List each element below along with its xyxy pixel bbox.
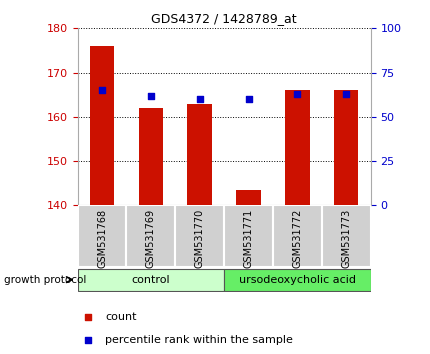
Text: GDS4372 / 1428789_at: GDS4372 / 1428789_at: [151, 12, 296, 25]
Text: GSM531769: GSM531769: [145, 209, 156, 268]
Bar: [333, 90, 358, 205]
Point: [293, 91, 300, 97]
Point: [196, 96, 203, 102]
Bar: [272, 205, 321, 267]
Point: [340, 23, 347, 29]
Bar: [175, 205, 224, 267]
Point: [147, 93, 154, 98]
Text: control: control: [131, 275, 170, 285]
Text: GSM531773: GSM531773: [341, 209, 350, 268]
Bar: [224, 205, 272, 267]
Bar: [77, 205, 126, 267]
Text: growth protocol: growth protocol: [4, 275, 86, 285]
Bar: [138, 108, 163, 205]
Bar: [89, 46, 114, 205]
Text: percentile rank within the sample: percentile rank within the sample: [105, 335, 292, 346]
Bar: [126, 205, 175, 267]
Bar: [321, 205, 370, 267]
Text: count: count: [105, 312, 136, 322]
Bar: [236, 190, 260, 205]
Text: ursodeoxycholic acid: ursodeoxycholic acid: [238, 275, 355, 285]
Text: GSM531771: GSM531771: [243, 209, 253, 268]
Point: [342, 91, 349, 97]
Point: [340, 233, 347, 238]
Bar: [187, 103, 212, 205]
Point: [98, 87, 105, 93]
Text: GSM531768: GSM531768: [97, 209, 107, 268]
Text: GSM531772: GSM531772: [292, 209, 302, 268]
Bar: [285, 90, 309, 205]
Bar: [77, 268, 224, 291]
Point: [245, 96, 252, 102]
Bar: [224, 268, 370, 291]
Text: GSM531770: GSM531770: [194, 209, 204, 268]
